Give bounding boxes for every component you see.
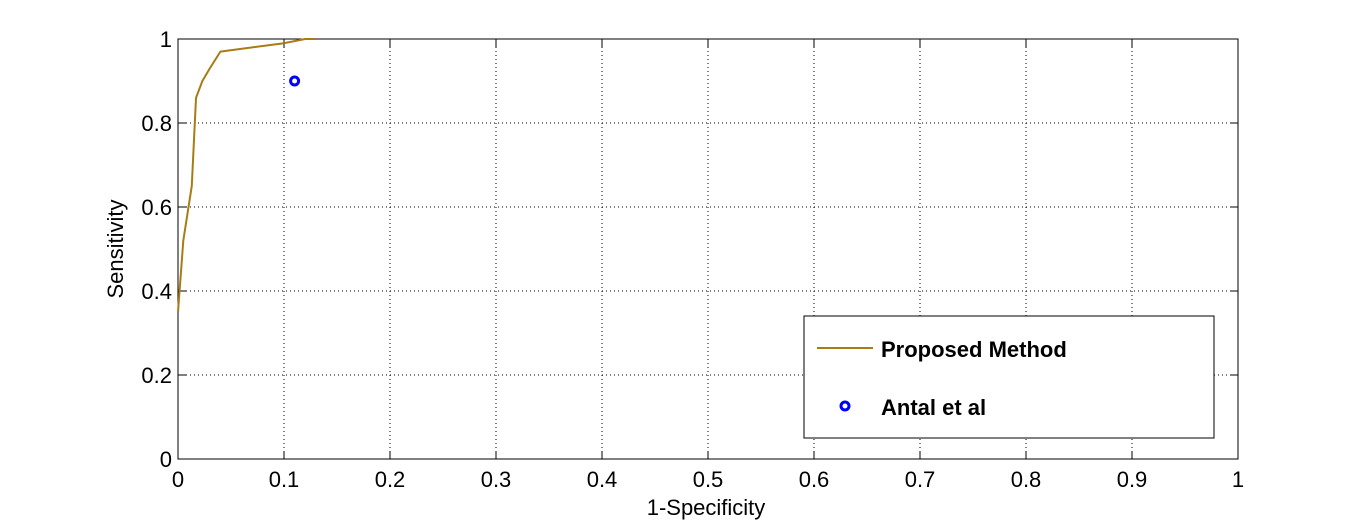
y-tick-label: 0.6 bbox=[141, 195, 172, 220]
series-group bbox=[177, 38, 316, 313]
legend-box bbox=[803, 315, 1215, 439]
x-tick-label: 0.7 bbox=[905, 467, 936, 492]
x-tick-label: 0.4 bbox=[587, 467, 618, 492]
x-tick-labels: 0 0.1 0.2 0.3 0.4 0.5 0.6 0.7 0.8 0.9 1 bbox=[172, 467, 1244, 492]
y-tick-label: 0.8 bbox=[141, 111, 172, 136]
y-axis-title: Sensitivity bbox=[103, 199, 128, 298]
grid-lines bbox=[178, 39, 1238, 459]
legend-marker-swatch bbox=[839, 400, 851, 412]
y-tick-label: 0.2 bbox=[141, 363, 172, 388]
y-tick-label: 1 bbox=[160, 27, 172, 52]
y-tick-label: 0 bbox=[160, 447, 172, 472]
legend-label-proposed-method: Proposed Method bbox=[881, 337, 1067, 362]
y-tick-label: 0.4 bbox=[141, 279, 172, 304]
legend: Proposed Method Antal et al bbox=[803, 315, 1215, 439]
x-tick-label: 0.8 bbox=[1011, 467, 1042, 492]
x-tick-label: 0 bbox=[172, 467, 184, 492]
x-tick-label: 1 bbox=[1232, 467, 1244, 492]
scatter-point-antal-et-al bbox=[289, 75, 301, 87]
y-tick-labels: 0 0.2 0.4 0.6 0.8 1 bbox=[141, 27, 172, 472]
x-tick-label: 0.5 bbox=[693, 467, 724, 492]
series-line-proposed-method bbox=[177, 38, 316, 313]
x-tick-label: 0.2 bbox=[375, 467, 406, 492]
x-tick-label: 0.1 bbox=[269, 467, 300, 492]
legend-label-antal-et-al: Antal et al bbox=[881, 395, 986, 420]
x-tick-label: 0.6 bbox=[799, 467, 830, 492]
x-axis-title: 1-Specificity bbox=[647, 495, 766, 520]
x-tick-label: 0.9 bbox=[1117, 467, 1148, 492]
x-tick-label: 0.3 bbox=[481, 467, 512, 492]
